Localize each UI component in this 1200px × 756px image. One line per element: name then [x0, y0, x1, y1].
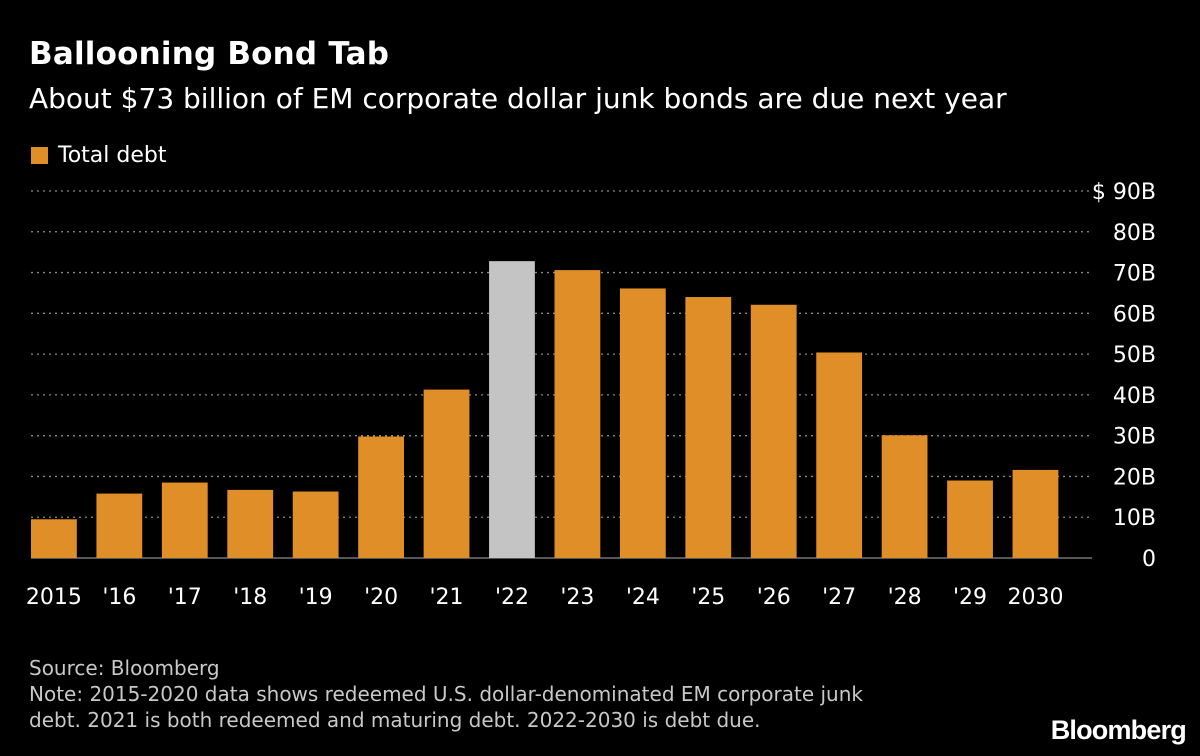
chart-title: Ballooning Bond Tab — [29, 36, 390, 72]
y-tick-label: 70B — [1113, 262, 1156, 287]
y-tick-label: 20B — [1113, 465, 1156, 490]
chart-subtitle: About $73 billion of EM corporate dollar… — [29, 82, 1007, 115]
x-tick-label: '19 — [299, 585, 333, 610]
bar-19 — [292, 491, 339, 558]
legend-label: Total debt — [58, 143, 167, 168]
y-tick-label: 60B — [1113, 302, 1156, 327]
legend-swatch — [31, 147, 48, 164]
bar-16 — [96, 493, 143, 558]
note-line-1: Note: 2015-2020 data shows redeemed U.S.… — [29, 682, 863, 706]
x-tick-label: '20 — [364, 585, 398, 610]
x-tick-label: 2015 — [26, 585, 82, 610]
source-text: Source: Bloomberg — [29, 656, 220, 680]
y-tick-label: 50B — [1113, 343, 1156, 368]
bar-2030 — [1012, 469, 1059, 558]
x-tick-label: '22 — [495, 585, 529, 610]
y-tick-label: 40B — [1113, 384, 1156, 409]
y-tick-label: 10B — [1113, 506, 1156, 531]
x-axis-ticks: 2015 '16 '17 '18 '19 '20 '21 '22 '23 '24 '25 '26 '27… — [26, 585, 1064, 610]
x-tick-label: '18 — [233, 585, 267, 610]
x-tick-label: '28 — [888, 585, 922, 610]
x-tick-label: '23 — [560, 585, 594, 610]
y-tick-label: 80B — [1113, 221, 1156, 246]
x-tick-label: '16 — [102, 585, 136, 610]
bar-18 — [227, 489, 274, 558]
x-tick-label: '26 — [757, 585, 791, 610]
bar-27 — [816, 352, 863, 558]
x-tick-label: '21 — [430, 585, 464, 610]
bar-21 — [423, 389, 470, 558]
bar-17 — [161, 482, 208, 558]
bar-25 — [685, 297, 732, 558]
x-tick-label: '24 — [626, 585, 660, 610]
bar-26 — [750, 304, 797, 558]
x-tick-label: '27 — [822, 585, 856, 610]
x-tick-label: '25 — [691, 585, 725, 610]
bars — [31, 261, 1059, 558]
y-tick-label: 30B — [1113, 425, 1156, 450]
bar-22 — [489, 261, 535, 558]
x-tick-label: '29 — [953, 585, 987, 610]
y-tick-label: $ 90B — [1092, 180, 1156, 205]
bar-24 — [619, 288, 666, 558]
x-tick-label: 2030 — [1007, 585, 1063, 610]
bar-28 — [881, 435, 928, 558]
bar-20 — [358, 436, 404, 558]
note-line-2: debt. 2021 is both redeemed and maturing… — [29, 708, 761, 732]
bar-2015 — [31, 519, 77, 558]
legend: Total debt — [31, 143, 166, 168]
bar-29 — [947, 480, 993, 558]
x-tick-label: '17 — [168, 585, 202, 610]
y-tick-label: 0 — [1142, 547, 1156, 572]
footer: Source: Bloomberg Note: 2015-2020 data s… — [29, 655, 863, 733]
bloomberg-logo: Bloomberg — [1050, 715, 1187, 745]
y-axis-ticks: 0 10B 20B 30B 40B 50B 60B 70B 80B $ 90B — [1092, 180, 1156, 572]
bar-23 — [554, 270, 601, 558]
